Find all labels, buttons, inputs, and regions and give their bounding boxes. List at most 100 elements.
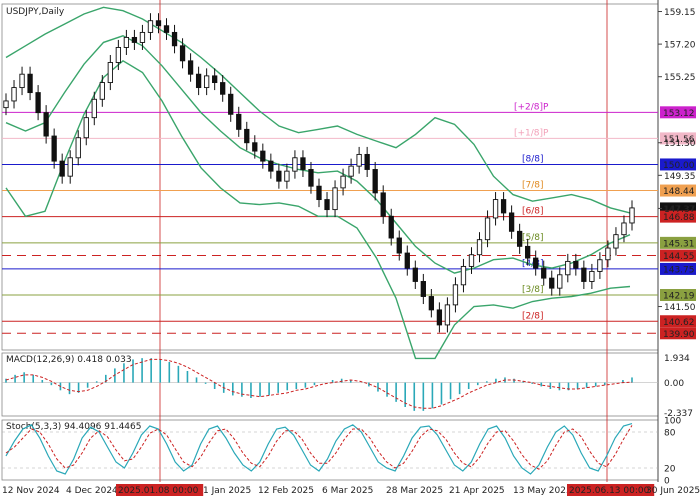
date-label-5: 6 Mar 2025: [322, 486, 373, 496]
stoch-tick-label-3: 0: [664, 477, 670, 487]
candle-body: [179, 45, 186, 62]
level-value-3: 148.44: [663, 187, 695, 197]
level-badge-3: [660, 184, 696, 197]
candle-body: [404, 252, 410, 269]
candle-body: [348, 165, 354, 177]
candle-body: [356, 153, 362, 167]
candle-body: [292, 157, 298, 172]
level-label-10: [2/8]: [522, 311, 544, 321]
date-label-3: 1 Jan 2025: [203, 486, 251, 496]
candle-body: [147, 20, 154, 33]
level-label-1: [+1/8]P: [514, 128, 549, 138]
candle-body: [525, 245, 531, 259]
level-value-10: 140.62: [663, 318, 695, 328]
level-value-0: 153.12: [663, 109, 695, 119]
candle-body: [597, 259, 603, 272]
candle-body: [332, 187, 338, 211]
level-label-3: [7/8]: [522, 181, 544, 191]
candle-body: [476, 239, 483, 256]
candle-body: [565, 260, 571, 276]
candle-body: [51, 135, 57, 162]
candle-body: [508, 212, 515, 232]
candle-body: [59, 160, 65, 177]
price-tick-label-5: 147.37: [664, 205, 696, 215]
candle-body: [3, 100, 9, 109]
candle-body: [492, 199, 499, 219]
candle-body: [244, 128, 250, 144]
level-label-5: [6/8]: [522, 207, 544, 217]
level-value-4: 147.37: [663, 205, 695, 215]
candle-body: [340, 175, 346, 189]
candle-body: [27, 73, 33, 94]
macd-title: MACD(12,26,9) 0.418 0.033: [6, 355, 132, 365]
candle-body: [380, 192, 386, 217]
level-value-8: 143.75: [663, 265, 695, 275]
candle-body: [364, 153, 370, 170]
candle-body: [308, 169, 314, 187]
stoch-tick-label-2: 20: [664, 465, 676, 475]
candle-body: [99, 82, 105, 100]
bollinger-middle: [5, 35, 631, 274]
candle-body: [115, 47, 122, 63]
macd-tick-label-2: -2.337: [664, 409, 693, 419]
candle-body: [260, 150, 266, 162]
macd-tick-label-0: 1.934: [664, 354, 690, 364]
candle-body: [444, 304, 451, 326]
level-value-11: 139.90: [663, 330, 695, 340]
bollinger-upper: [5, 6, 631, 214]
candle-body: [43, 112, 49, 137]
candle-body: [581, 267, 587, 282]
candle-body: [284, 170, 290, 182]
price-tick-label-0: 159.15: [664, 8, 696, 18]
candle-body: [613, 234, 619, 249]
level-badge-9: [660, 289, 696, 302]
candle-body: [516, 230, 523, 247]
level-badge-0: [660, 106, 696, 119]
candle-body: [195, 73, 202, 89]
candle-body: [605, 247, 611, 261]
level-value-1: 151.56: [663, 135, 695, 145]
candle-body: [11, 87, 17, 102]
candle-body: [533, 257, 539, 269]
candle-body: [268, 160, 274, 172]
candle-body: [396, 237, 402, 254]
candle-body: [187, 60, 194, 75]
level-badge-8: [660, 262, 696, 275]
level-label-8: [4/8]: [522, 259, 544, 269]
candle-body: [484, 217, 491, 241]
candle-body: [316, 185, 322, 201]
date-label-0: 12 Nov 2024: [2, 486, 60, 496]
date-label-8: 13 May 2025: [513, 486, 572, 496]
candle-body: [83, 117, 89, 139]
price-tick-label-1: 157.20: [664, 41, 696, 51]
candle-body: [500, 199, 507, 214]
price-tick-label-6: 141.50: [664, 303, 696, 313]
level-badge-10: [660, 315, 696, 328]
candle-body: [300, 157, 306, 170]
level-badge-7: [660, 249, 696, 262]
candle-body: [549, 277, 555, 289]
candle-body: [67, 157, 73, 177]
date-badge-9: [567, 484, 655, 496]
level-value-2: 150.00: [663, 161, 695, 171]
level-badge-11: [660, 327, 696, 340]
level-label-6: [5/8]: [522, 233, 544, 243]
candle-body: [171, 31, 178, 47]
candle-body: [107, 62, 113, 84]
candle-body: [324, 199, 330, 211]
candle-body: [452, 284, 459, 306]
macd-tick-label-1: 0.00: [664, 379, 684, 389]
level-value-9: 142.19: [663, 292, 695, 302]
candle-body: [388, 215, 394, 239]
candle-body: [35, 92, 41, 114]
candle-body: [203, 75, 210, 89]
candle-body: [155, 20, 162, 27]
date-label-9: 2025.06.13 00:00: [569, 486, 650, 496]
candle-body: [91, 98, 97, 119]
candle-body: [139, 31, 146, 43]
date-label-7: 21 Apr 2025: [449, 486, 505, 496]
candle-body: [276, 170, 282, 182]
price-tick-label-2: 155.25: [664, 73, 696, 83]
